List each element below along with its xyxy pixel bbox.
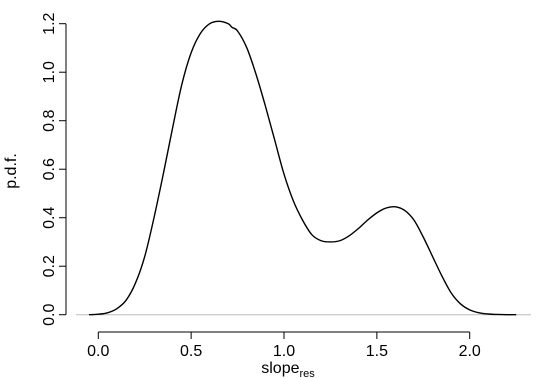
axes: 0.0 0.5 1.0 1.5 2.0 0.0 0.2 0.4 0.6 0.8 1.0 1.2 [41,12,481,360]
y-tick-label: 0.0 [41,304,58,326]
y-tick-label: 1.0 [41,61,58,83]
x-axis-title-subscript: res [299,368,315,378]
plot-area [76,20,531,316]
y-tick-label: 0.8 [41,109,58,131]
x-axis-title-main: slope [261,360,299,377]
density-curve-line [88,20,517,316]
y-axis-title: p.d.f. [3,153,20,189]
x-tick-label: 2.0 [459,343,481,360]
y-tick-label: 0.4 [41,206,58,228]
y-tick-label: 0.2 [41,255,58,277]
x-tick-label: 0.0 [87,343,109,360]
x-tick-label: 1.0 [273,343,295,360]
x-axis-title: sloperes [261,360,315,378]
x-tick-label: 1.5 [366,343,388,360]
x-tick-label: 0.5 [180,343,202,360]
y-tick-label: 0.6 [41,158,58,180]
y-tick-label: 1.2 [41,12,58,34]
